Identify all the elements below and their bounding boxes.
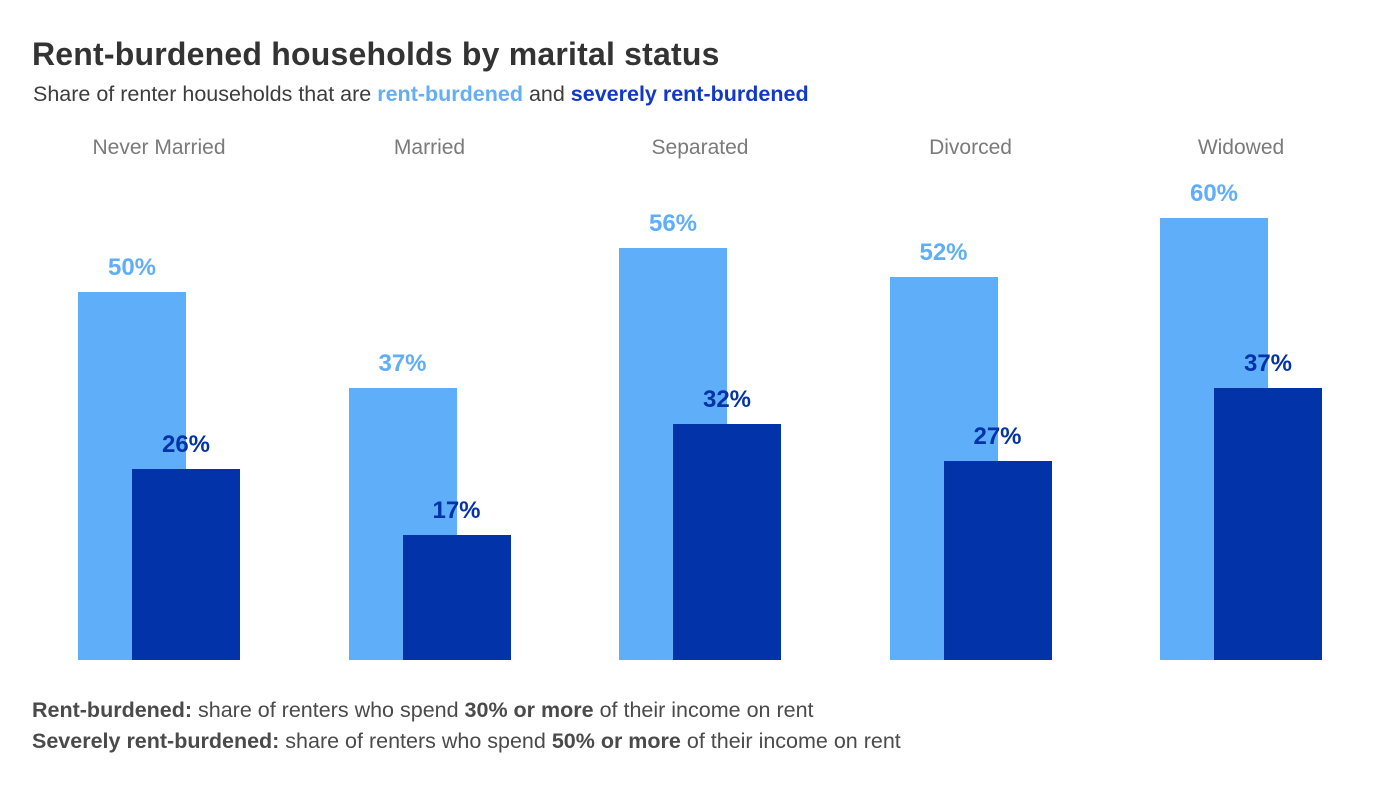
category-label: Divorced	[929, 136, 1012, 159]
value-label-severely-rent-burdened: 17%	[432, 497, 481, 524]
subtitle-prefix: Share of renter households that are	[33, 82, 378, 106]
bar-severely-rent-burdened	[673, 424, 781, 660]
category-label: Married	[393, 136, 466, 159]
bar-severely-rent-burdened	[943, 461, 1052, 660]
note-term: Rent-burdened:	[32, 698, 193, 722]
bar-severely-rent-burdened	[402, 535, 511, 660]
note-threshold: 30% or more	[464, 698, 594, 722]
value-label-severely-rent-burdened: 26%	[161, 431, 211, 458]
bar-severely-rent-burdened	[1214, 388, 1322, 660]
category-label: Widowed	[1197, 136, 1285, 159]
value-label-rent-burdened: 60%	[1189, 180, 1239, 207]
category-label: Never Married	[92, 136, 226, 159]
note-rent-burdened: Rent-burdened: share of renters who spen…	[32, 698, 814, 722]
category-label: Separated	[651, 136, 749, 159]
value-label-rent-burdened: 52%	[919, 239, 968, 266]
value-label-severely-rent-burdened: 32%	[702, 386, 752, 413]
subtitle-conjunction: and	[522, 82, 571, 106]
note-severely-rent-burdened: Severely rent-burdened: share of renters…	[32, 729, 901, 753]
value-label-severely-rent-burdened: 27%	[973, 423, 1022, 450]
legend-rent-burdened: rent-burdened	[377, 82, 523, 106]
value-label-rent-burdened: 56%	[648, 210, 698, 237]
definitions: Rent-burdened: share of renters who spen…	[32, 695, 901, 757]
legend-severely-rent-burdened: severely rent-burdened	[570, 82, 809, 106]
value-label-rent-burdened: 50%	[107, 254, 157, 281]
bar-severely-rent-burdened	[132, 469, 240, 660]
value-label-severely-rent-burdened: 37%	[1243, 350, 1293, 377]
note-threshold: 50% or more	[551, 729, 681, 753]
chart-title: Rent-burdened households by marital stat…	[32, 36, 720, 72]
note-term: Severely rent-burdened:	[32, 729, 280, 753]
chart-subtitle: Share of renter households that are rent…	[33, 82, 809, 107]
value-label-rent-burdened: 37%	[378, 350, 427, 377]
